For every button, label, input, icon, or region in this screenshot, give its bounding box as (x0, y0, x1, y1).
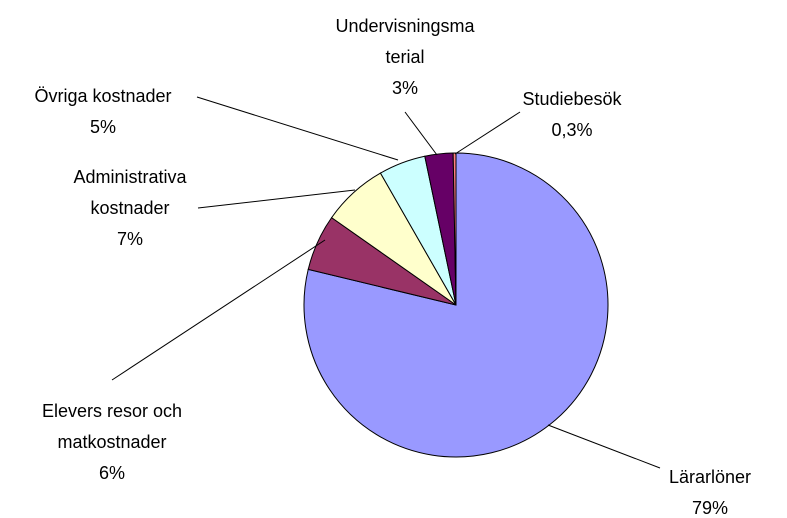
value-label: 5% (90, 117, 116, 137)
leader-line (404, 111, 438, 156)
slice-label: Elevers resor och (42, 401, 182, 421)
slice-label: kostnader (90, 198, 169, 218)
leader-line (547, 424, 661, 469)
slice-label: Administrativa (73, 167, 187, 187)
slice-label: matkostnader (57, 432, 166, 452)
leader-line (197, 189, 356, 209)
value-label: 7% (117, 229, 143, 249)
slice-label: Undervisningsma (335, 16, 475, 36)
slice-label: Lärarlöner (669, 467, 751, 487)
slice-label: Övriga kostnader (34, 86, 171, 106)
value-label: 6% (99, 463, 125, 483)
value-label: 3% (392, 78, 418, 98)
leader-line (196, 96, 399, 161)
leader-line (111, 239, 326, 381)
slice-label: Studiebesök (522, 89, 622, 109)
value-label: 0,3% (551, 120, 592, 140)
slice-label: terial (385, 47, 424, 67)
value-label: 79% (692, 498, 728, 518)
leader-line (454, 111, 521, 155)
